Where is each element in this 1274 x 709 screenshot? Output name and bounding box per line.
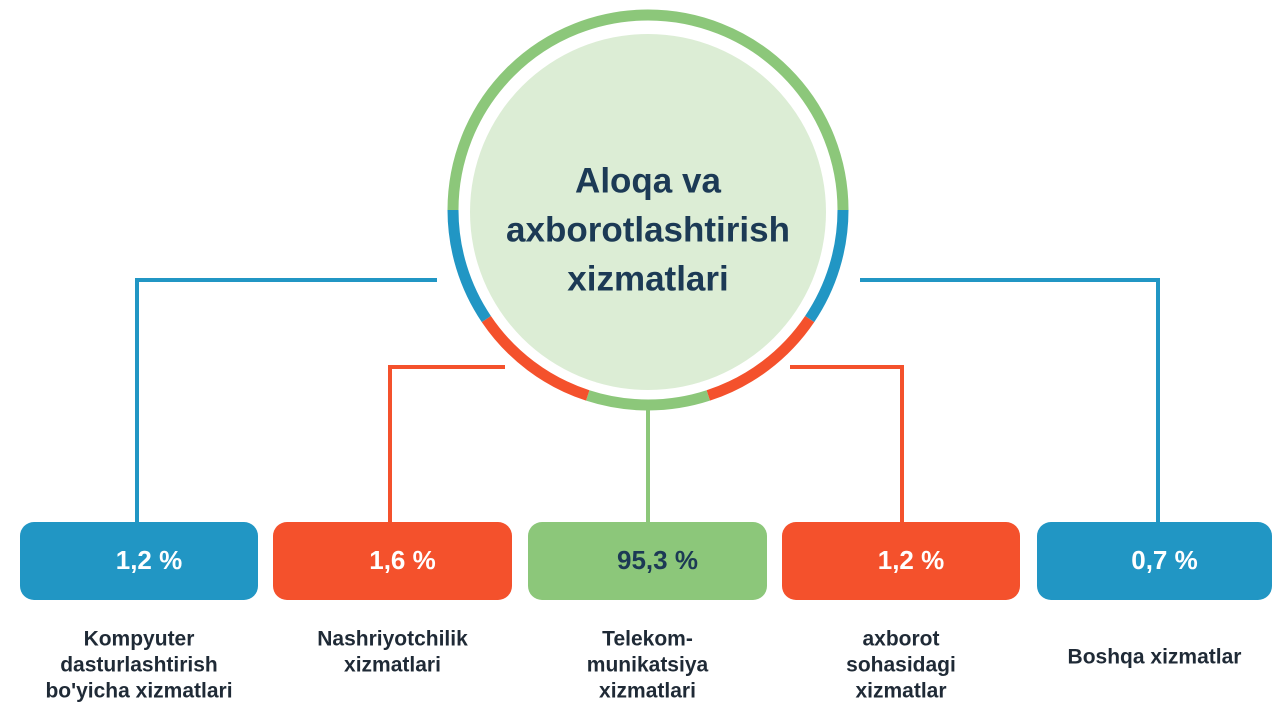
connector <box>860 278 1160 524</box>
node-value: 0,7 % <box>1131 545 1198 575</box>
connector <box>790 365 904 524</box>
ring-segment <box>706 315 815 401</box>
node-label: dasturlashtirish <box>60 654 218 677</box>
ring-segment <box>447 9 849 211</box>
connector <box>135 278 437 524</box>
node-label: bo'yicha xizmatlari <box>45 680 232 703</box>
connector <box>388 365 505 524</box>
node-label: Boshqa xizmatlar <box>1068 646 1242 669</box>
node-label: sohasidagi <box>846 654 956 677</box>
node-value: 1,2 % <box>116 545 183 575</box>
node-label: Nashriyotchilik <box>317 628 468 651</box>
node-label: xizmatlar <box>855 680 946 703</box>
ring <box>447 9 849 411</box>
node-value: 1,6 % <box>369 545 436 575</box>
ring-segment <box>447 209 491 323</box>
node-label: xizmatlari <box>344 654 441 677</box>
node-label: xizmatlari <box>599 680 696 703</box>
node-value: 95,3 % <box>617 545 698 575</box>
node-box <box>782 522 1020 600</box>
node-label: Kompyuter <box>84 628 195 651</box>
node-label: munikatsiya <box>587 654 709 677</box>
node-box <box>20 522 258 600</box>
center-title: axborotlashtirish <box>506 210 790 249</box>
node-box <box>1037 522 1272 600</box>
ring-segment <box>586 390 710 411</box>
center-title: Aloqa va <box>575 161 721 200</box>
center-circle <box>470 34 826 390</box>
node-box <box>273 522 512 600</box>
node-label: axborot <box>862 628 939 651</box>
ring-segment <box>481 315 590 401</box>
connectors <box>135 278 1160 524</box>
nodes: 1,2 % Kompyuter dasturlashtirish bo'yicha x… <box>20 522 1272 703</box>
node-box <box>528 522 767 600</box>
ring-segment <box>805 209 849 323</box>
node-value: 1,2 % <box>878 545 945 575</box>
node-label: Telekom- <box>602 628 693 651</box>
center-title: xizmatlari <box>567 259 728 298</box>
